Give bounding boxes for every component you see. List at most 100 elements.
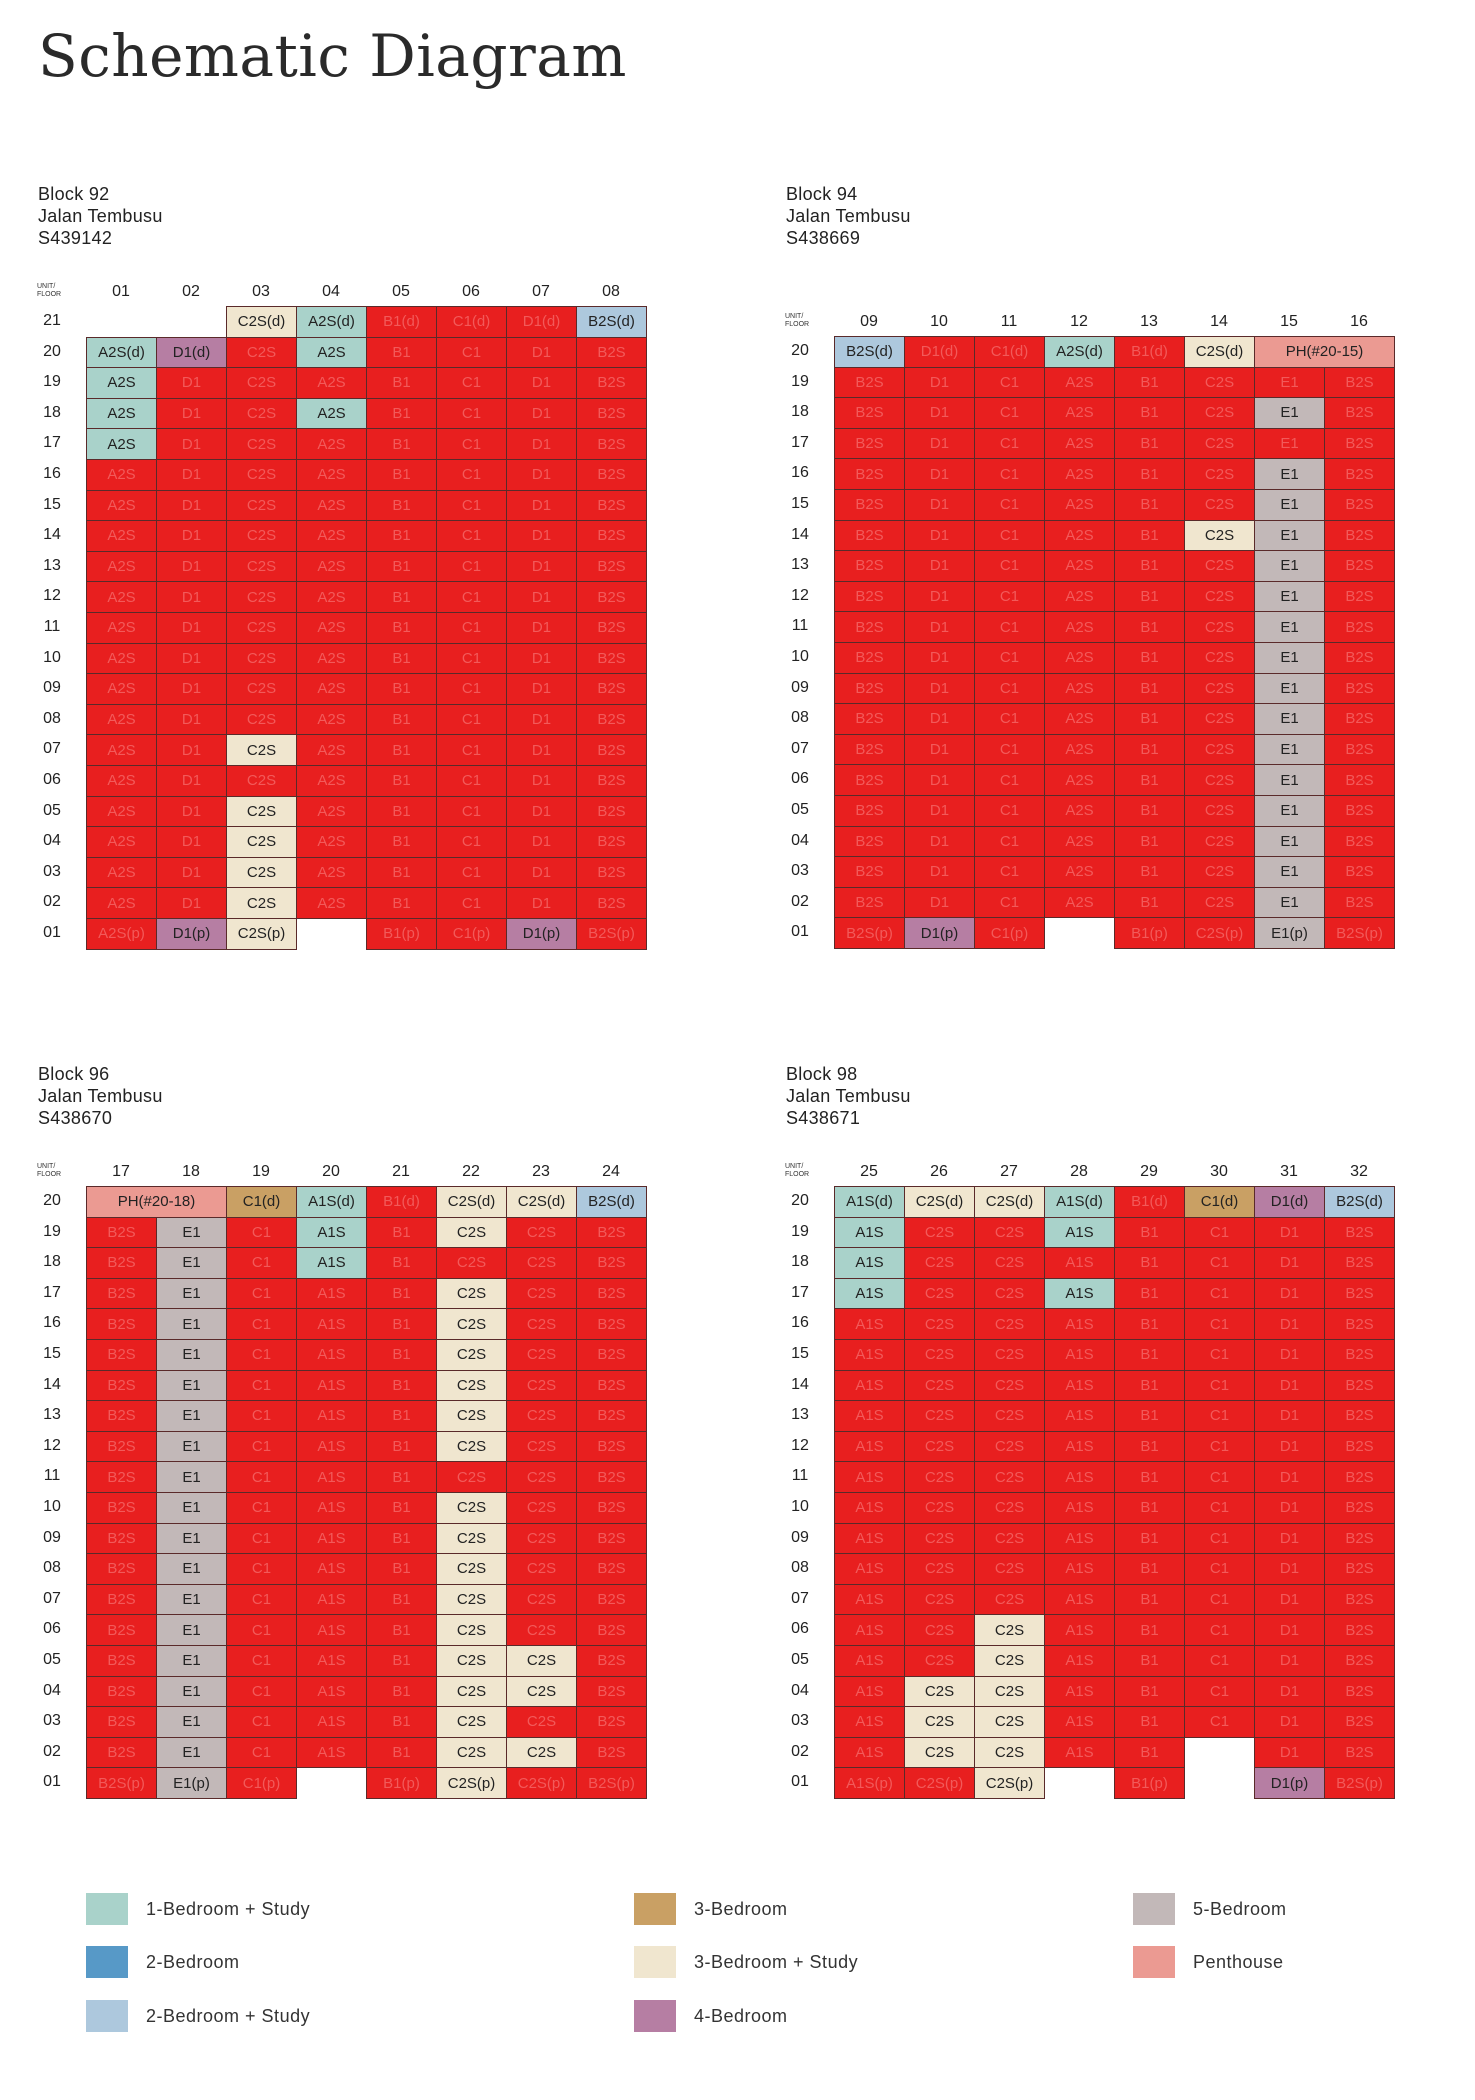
unit-cell-available[interactable]: C2S [436,1522,507,1555]
unit-cell-sold[interactable]: D1 [904,580,975,613]
unit-cell-sold[interactable]: A1S [1044,1675,1115,1708]
unit-cell-available[interactable]: E1 [1254,886,1325,919]
unit-cell-sold[interactable]: B2S [834,672,905,705]
unit-cell-available[interactable]: E1 [1254,856,1325,888]
unit-cell-sold[interactable]: C2S [1184,795,1255,827]
unit-cell-sold[interactable]: A1S [1044,1645,1115,1677]
unit-cell-sold[interactable]: D1 [904,397,975,429]
unit-cell-sold[interactable]: D1 [506,581,577,613]
unit-cell-sold[interactable]: B2S [1324,1645,1395,1677]
unit-cell-sold[interactable]: A1S [1044,1461,1115,1493]
unit-cell-sold[interactable]: C1 [226,1706,297,1738]
unit-cell-sold[interactable]: C2S [226,703,297,736]
unit-cell-sold[interactable]: B1 [366,1369,437,1402]
unit-cell-sold[interactable]: C1 [1184,1308,1255,1340]
unit-cell-sold[interactable]: B1 [366,550,437,583]
unit-cell-sold[interactable]: B1 [366,428,437,460]
unit-cell-sold[interactable]: C1 [974,458,1045,490]
unit-cell-sold[interactable]: B2S [1324,795,1395,827]
unit-cell-sold[interactable]: C2S [904,1430,975,1463]
unit-cell-available[interactable]: C2S [506,1645,577,1677]
unit-cell-sold[interactable]: B2S [86,1675,157,1708]
unit-cell-sold[interactable]: C2S [226,550,297,583]
unit-cell-sold[interactable]: A2S [86,765,157,797]
unit-cell-sold[interactable]: B2S [834,733,905,766]
unit-cell-sold[interactable]: B1(d) [366,306,437,338]
unit-cell-sold[interactable]: D1 [506,428,577,460]
unit-cell-sold[interactable]: B1 [366,1492,437,1524]
unit-cell-sold[interactable]: C2S [1184,580,1255,613]
unit-cell-sold[interactable]: C1 [436,673,507,705]
unit-cell-sold[interactable]: C1 [974,795,1045,827]
unit-cell-sold[interactable]: A2S [86,673,157,705]
unit-cell-sold[interactable]: C1 [1184,1583,1255,1616]
unit-cell-sold[interactable]: B2S [1324,703,1395,735]
unit-cell-available[interactable]: E1 [156,1583,227,1616]
unit-cell-available[interactable]: E1 [156,1430,227,1463]
unit-cell-sold[interactable]: B2S [86,1614,157,1646]
unit-cell-sold[interactable]: C1 [974,611,1045,643]
unit-cell-sold[interactable]: D1 [506,459,577,491]
unit-cell-sold[interactable]: D1 [1254,1369,1325,1402]
unit-cell-sold[interactable]: C2S [226,642,297,675]
unit-cell-sold[interactable]: A2S [86,612,157,644]
unit-cell-sold[interactable]: B2S [1324,1216,1395,1249]
unit-cell-sold[interactable]: B2S [86,1369,157,1402]
unit-cell-sold[interactable]: A2S [296,367,367,399]
unit-cell-sold[interactable]: B2S [834,550,905,582]
unit-cell-sold[interactable]: B2S [834,611,905,643]
unit-cell-available[interactable]: D1(p) [156,918,227,950]
unit-cell-sold[interactable]: B2S [1324,1369,1395,1402]
unit-cell-sold[interactable]: D1 [904,550,975,582]
unit-cell-sold[interactable]: A2S [296,489,367,522]
unit-cell-sold[interactable]: B1 [366,612,437,644]
unit-cell-sold[interactable]: D1 [904,611,975,643]
unit-cell-sold[interactable]: B1 [1114,1308,1185,1340]
unit-cell-sold[interactable]: B2S [576,734,647,766]
unit-cell-sold[interactable]: A2S [1044,397,1115,429]
unit-cell-sold[interactable]: A2S [86,459,157,491]
unit-cell-sold[interactable]: A1S [1044,1706,1115,1738]
unit-cell-sold[interactable]: B2S [1324,733,1395,766]
unit-cell-sold[interactable]: B2S [576,1675,647,1708]
unit-cell-sold[interactable]: B1 [1114,764,1185,796]
unit-cell-sold[interactable]: C2S [506,1461,577,1493]
unit-cell-sold[interactable]: C1 [1184,1706,1255,1738]
unit-cell-sold[interactable]: A2S [296,673,367,705]
unit-cell-sold[interactable]: B2S [1324,489,1395,521]
unit-cell-available[interactable]: E1 [1254,795,1325,827]
unit-cell-sold[interactable]: C2S [506,1706,577,1738]
unit-cell-sold[interactable]: C2S [506,1277,577,1310]
unit-cell-available[interactable]: E1 [1254,397,1325,429]
unit-cell-sold[interactable]: B2S [1324,1339,1395,1371]
unit-cell-sold[interactable]: B2S [576,550,647,583]
unit-cell-sold[interactable]: D1 [506,642,577,675]
unit-cell-sold[interactable]: B2S [86,1339,157,1371]
unit-cell-available[interactable]: E1 [156,1400,227,1432]
unit-cell-available[interactable]: B2S(d) [1324,1186,1395,1218]
unit-cell-sold[interactable]: B2S [1324,672,1395,705]
unit-cell-sold[interactable]: C1 [974,825,1045,858]
unit-cell-available[interactable]: A1S [296,1247,367,1279]
unit-cell-sold[interactable]: A2S [86,856,157,889]
unit-cell-sold[interactable]: A2S [296,550,367,583]
unit-cell-sold[interactable]: C2S [974,1522,1045,1555]
unit-cell-sold[interactable]: D1 [156,856,227,889]
unit-cell-available[interactable]: C2S [436,1400,507,1432]
unit-cell-available[interactable]: C2S [226,826,297,858]
unit-cell-available[interactable]: C2S [226,734,297,766]
unit-cell-sold[interactable]: D1(d) [904,336,975,368]
unit-cell-sold[interactable]: B2S [1324,611,1395,643]
unit-cell-available[interactable]: C2S [436,1736,507,1769]
unit-cell-sold[interactable]: C1 [226,1369,297,1402]
unit-cell-sold[interactable]: C2S [974,1339,1045,1371]
unit-cell-sold[interactable]: B1 [1114,489,1185,521]
unit-cell-sold[interactable]: B1 [366,1308,437,1340]
unit-cell-sold[interactable]: A2S [1044,427,1115,460]
unit-cell-sold[interactable]: D1 [156,581,227,613]
unit-cell-sold[interactable]: B1 [366,489,437,522]
unit-cell-available[interactable]: C2S [436,1675,507,1708]
unit-cell-sold[interactable]: A1S [834,1645,905,1677]
unit-cell-sold[interactable]: B2S [576,520,647,552]
unit-cell-sold[interactable]: C1(p) [226,1767,297,1799]
